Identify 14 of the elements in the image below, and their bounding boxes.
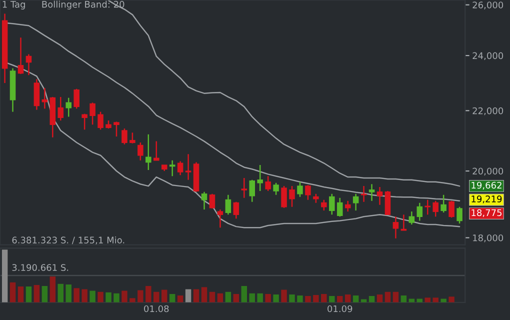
text: 19,662 — [472, 182, 502, 190]
x-tick-label: 01.09 — [328, 305, 352, 312]
annotation: Bollinger Band: 20 — [42, 0, 124, 10]
ref-line-label: 3.190.661 S. — [12, 264, 68, 271]
x-tick-label: 01.08 — [144, 305, 169, 312]
ref-line-label: 6.381.323 S. / 155,1 Mio. — [12, 236, 124, 244]
y-tick-label: 20,000 — [472, 168, 504, 176]
y-tick-label: 26,000 — [472, 2, 504, 10]
y-tick-label: 24,000 — [472, 52, 504, 60]
y-tick-label: 18,000 — [473, 234, 504, 242]
text: 18,775 — [472, 209, 502, 218]
annotation: 1 Tag — [2, 1, 25, 10]
y-tick-label: 22,000 — [472, 107, 504, 116]
text: 19,219 — [472, 196, 502, 204]
